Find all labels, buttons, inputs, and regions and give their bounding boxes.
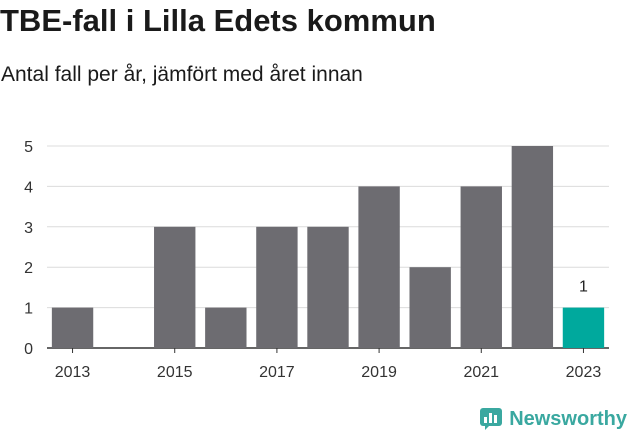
brand-name: Newsworthy (509, 407, 627, 430)
x-tick-label: 2023 (566, 364, 602, 381)
y-tick-label: 5 (24, 139, 33, 156)
x-tick-label: 2019 (361, 364, 397, 381)
chart-subtitle: Antal fall per år, jämfört med året inna… (1, 63, 363, 86)
bar-2019 (358, 186, 400, 348)
bar-2017 (256, 226, 298, 348)
x-tick-label: 2015 (157, 364, 193, 381)
bar-2018 (307, 226, 349, 348)
bar-2020 (409, 267, 451, 348)
bar-2016 (205, 307, 247, 348)
bar-2022 (511, 146, 554, 348)
x-tick-label: 2017 (259, 364, 295, 381)
y-tick-label: 2 (24, 260, 33, 277)
bar-2013 (51, 307, 94, 348)
y-tick-label: 0 (24, 341, 33, 358)
x-tick-label: 2013 (55, 364, 91, 381)
chart-title: TBE-fall i Lilla Edets kommun (0, 3, 436, 38)
bar-2023 (562, 307, 605, 348)
y-tick-label: 3 (24, 220, 33, 237)
data-label: 1 (579, 279, 588, 296)
y-tick-label: 1 (24, 301, 33, 318)
y-tick-label: 4 (24, 179, 33, 196)
x-tick-label: 2021 (463, 364, 499, 381)
bar-2021 (460, 186, 502, 348)
newsworthy-logo: Newsworthy (479, 407, 627, 431)
bar-2015 (154, 226, 196, 348)
bar-chart-speech-icon (480, 408, 503, 430)
